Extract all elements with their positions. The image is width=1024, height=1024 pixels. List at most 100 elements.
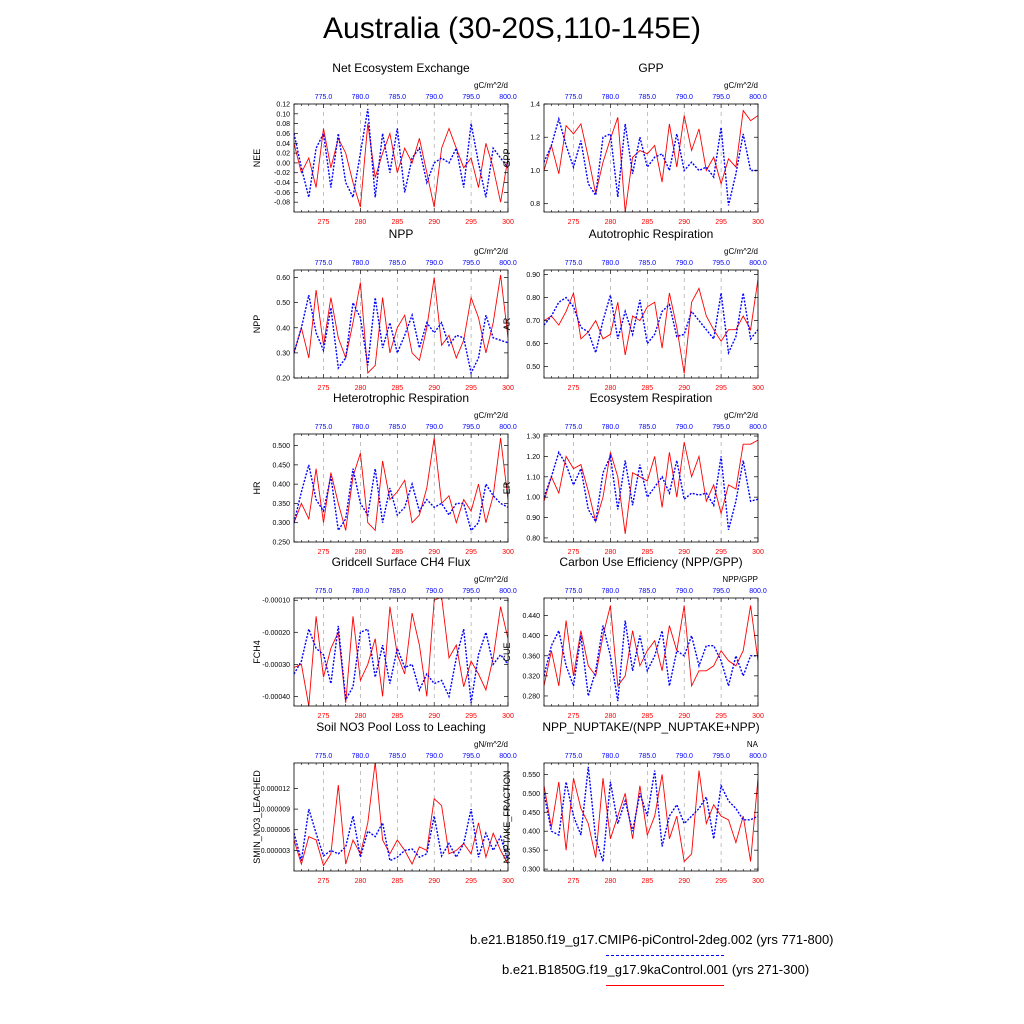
units-label: gN/m^2/d xyxy=(474,740,508,749)
bottom-tick-label: 300 xyxy=(752,713,764,720)
y-tick-label: 1.2 xyxy=(530,135,540,142)
top-tick-label: 780.0 xyxy=(352,424,370,431)
bottom-tick-label: 295 xyxy=(715,385,727,392)
top-tick-label: 800.0 xyxy=(749,260,767,267)
panel-1: GPP gC/m^2/d GPP 0.8 1.0 1.2 1.4 275 280 285 290 29… xyxy=(502,61,767,226)
y-tick-label: 0.20 xyxy=(276,376,290,383)
bottom-tick-label: 295 xyxy=(715,713,727,720)
top-tick-label: 800.0 xyxy=(749,94,767,101)
y-tick-label: 0.500 xyxy=(272,443,290,450)
bottom-tick-label: 285 xyxy=(391,878,403,885)
bottom-tick-label: 290 xyxy=(428,219,440,226)
y-tick-label: 0.00 xyxy=(276,160,290,167)
bottom-tick-label: 295 xyxy=(465,713,477,720)
top-tick-label: 785.0 xyxy=(639,94,657,101)
top-tick-label: 780.0 xyxy=(352,588,370,595)
top-tick-label: 785.0 xyxy=(639,753,657,760)
y-tick-label: -0.00040 xyxy=(262,694,290,701)
series-line-9kacontrol xyxy=(544,770,758,863)
y-tick-label: 0.000006 xyxy=(261,827,290,834)
y-axis-label: SMIN_NO3_LEACHED xyxy=(252,770,262,864)
units-label: NPP/GPP xyxy=(722,575,758,584)
top-tick-label: 780.0 xyxy=(602,94,620,101)
top-tick-label: 775.0 xyxy=(565,424,583,431)
panel-2: NPP gC/m^2/d NPP 0.20 0.30 0.40 0.50 0.60 275 280… xyxy=(252,227,517,392)
top-tick-label: 795.0 xyxy=(462,753,480,760)
y-tick-label: 0.400 xyxy=(272,482,290,489)
top-tick-label: 800.0 xyxy=(749,588,767,595)
panel-title: Autotrophic Respiration xyxy=(589,227,714,241)
y-tick-label: 0.250 xyxy=(272,540,290,547)
y-axis-label: AR xyxy=(502,317,512,330)
bottom-tick-label: 300 xyxy=(752,385,764,392)
y-tick-label: 0.300 xyxy=(522,867,540,874)
top-tick-label: 780.0 xyxy=(352,94,370,101)
series-line-picontrol xyxy=(294,294,508,376)
bottom-tick-label: 300 xyxy=(502,549,514,556)
bottom-tick-label: 300 xyxy=(502,713,514,720)
top-tick-label: 790.0 xyxy=(675,588,693,595)
bottom-tick-label: 295 xyxy=(465,549,477,556)
bottom-tick-label: 275 xyxy=(318,549,330,556)
panel-title: Net Ecosystem Exchange xyxy=(332,61,470,75)
y-tick-label: 0.80 xyxy=(526,535,540,542)
bottom-tick-label: 280 xyxy=(605,219,617,226)
y-tick-label: 0.90 xyxy=(526,272,540,279)
top-tick-label: 795.0 xyxy=(712,94,730,101)
top-tick-label: 785.0 xyxy=(389,424,407,431)
bottom-tick-label: 290 xyxy=(678,549,690,556)
top-tick-label: 785.0 xyxy=(639,588,657,595)
top-tick-label: 775.0 xyxy=(565,588,583,595)
top-tick-label: 790.0 xyxy=(425,94,443,101)
bottom-tick-label: 300 xyxy=(752,878,764,885)
y-tick-label: 0.04 xyxy=(276,141,290,148)
y-tick-label: 0.000012 xyxy=(261,786,290,793)
plot-frame xyxy=(543,433,759,543)
top-tick-label: 785.0 xyxy=(639,424,657,431)
units-label: gC/m^2/d xyxy=(724,411,758,420)
panel-title: Heterotrophic Respiration xyxy=(333,391,469,405)
panel-title: Soil NO3 Pool Loss to Leaching xyxy=(316,720,485,734)
series-line-9kacontrol xyxy=(294,274,508,375)
y-tick-label: 0.60 xyxy=(276,275,290,282)
series-line-picontrol xyxy=(294,625,508,703)
top-tick-label: 790.0 xyxy=(425,588,443,595)
y-tick-label: 0.280 xyxy=(522,693,540,700)
y-axis-label: GPP xyxy=(502,148,512,167)
legend-line-9kacontrol xyxy=(606,985,724,986)
top-tick-label: 780.0 xyxy=(352,753,370,760)
bottom-tick-label: 295 xyxy=(465,219,477,226)
top-tick-label: 800.0 xyxy=(749,424,767,431)
panel-6: Gridcell Surface CH4 FluxgC/m^2/dFCH4-0.… xyxy=(252,555,517,720)
bottom-tick-label: 285 xyxy=(391,549,403,556)
series-line-picontrol xyxy=(544,116,758,206)
panel-title: Ecosystem Respiration xyxy=(590,391,713,405)
bottom-tick-label: 295 xyxy=(715,878,727,885)
y-tick-label: 0.550 xyxy=(522,772,540,779)
bottom-tick-label: 290 xyxy=(678,713,690,720)
top-tick-label: 795.0 xyxy=(712,588,730,595)
bottom-tick-label: 280 xyxy=(355,878,367,885)
top-tick-label: 790.0 xyxy=(675,424,693,431)
plot-frame xyxy=(293,433,509,543)
top-tick-label: 775.0 xyxy=(315,588,333,595)
top-tick-label: 790.0 xyxy=(675,260,693,267)
panel-7: Carbon Use Efficiency (NPP/GPP) NPP/GPP CU… xyxy=(502,555,767,720)
units-label: gC/m^2/d xyxy=(474,247,508,256)
top-tick-label: 785.0 xyxy=(639,260,657,267)
panel-title: NPP xyxy=(389,227,414,241)
y-tick-label: 1.0 xyxy=(530,168,540,175)
top-tick-label: 785.0 xyxy=(389,260,407,267)
bottom-tick-label: 275 xyxy=(568,713,580,720)
y-tick-label: -0.06 xyxy=(274,190,290,197)
panel-8: Soil NO3 Pool Loss to Leaching gN/m^2/d SM… xyxy=(252,720,517,885)
top-tick-label: 780.0 xyxy=(602,424,620,431)
y-tick-label: 0.60 xyxy=(526,341,540,348)
bottom-tick-label: 290 xyxy=(428,713,440,720)
plot-frame xyxy=(543,762,759,872)
y-tick-label: 0.50 xyxy=(526,364,540,371)
y-tick-label: 0.400 xyxy=(522,829,540,836)
y-tick-label: 1.20 xyxy=(526,454,540,461)
y-tick-label: 0.70 xyxy=(526,318,540,325)
top-tick-label: 800.0 xyxy=(499,424,517,431)
